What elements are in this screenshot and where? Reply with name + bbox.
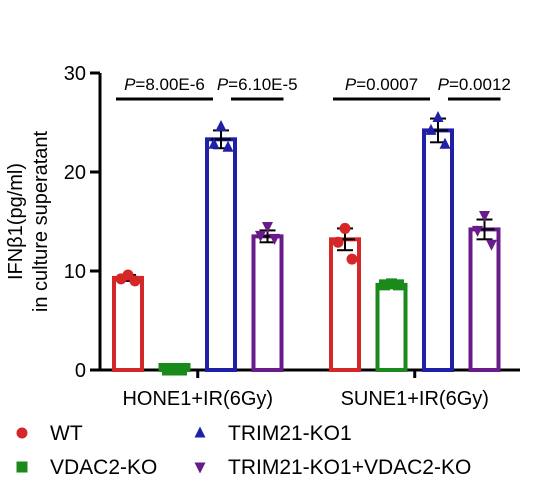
data-point [425,123,437,135]
data-point [262,221,273,233]
y-axis-label: IFNβ1(pg/ml) [5,163,27,280]
data-point [393,279,404,291]
bar [251,234,284,372]
p-value-label: P=8.00E-6 [124,75,205,94]
significance-annotations: P=8.00E-6 P=6.10E-5 P=0.0007 P=0.0012 [116,75,511,101]
legend-item: TRIM21-KO1+VDAC2-KO [194,456,471,479]
data-point [332,236,344,248]
legend-item: TRIM21-KO1 [194,422,352,445]
bar-group-trim21-ko1-vdac2-ko [251,221,284,372]
data-point [129,275,141,287]
bar-group-trim21-ko1 [422,111,454,372]
bar [422,128,454,372]
bar [112,275,144,372]
legend: WT VDAC2-KO TRIM21-KO1 TRIM21-KO1+VDAC2-KO [16,422,471,479]
data-point [215,119,227,131]
x-axis: HONE1+IR(6Gy) SUNE1+IR(6Gy) [98,368,520,410]
data-point [379,279,390,291]
data-point [432,111,444,123]
bar [375,282,408,372]
data-point [386,278,397,290]
data-point [439,137,451,149]
bar-group-trim21-ko1-vdac2-ko [468,211,501,372]
data-point [339,222,351,234]
y-tick-label: 0 [75,360,86,382]
bar-group-vdac2-ko [158,363,191,376]
legend-label: TRIM21-KO1 [228,422,352,445]
bar-group-trim21-ko1 [205,119,237,372]
x-tick-label: SUNE1+IR(6Gy) [341,388,489,410]
bar-group-wt [112,269,144,372]
bars [112,111,501,376]
bar [468,227,501,372]
y-tick-label: 20 [64,162,86,184]
data-point [169,364,180,376]
data-point [269,233,280,245]
y-axis-label-line2: in culture superatant [30,130,52,312]
y-tick-label: 30 [64,63,86,85]
legend-label: VDAC2-KO [50,456,157,479]
legend-marker [194,426,206,438]
y-axis: 0 10 20 30 IFNβ1(pg/ml) in culture superatant [5,63,102,382]
data-point [176,364,187,376]
x-tick-label: HONE1+IR(6Gy) [122,388,273,410]
data-point [255,230,266,242]
bar-group-vdac2-ko [375,278,408,372]
legend-marker [16,461,28,473]
legend-marker [194,462,206,474]
legend-item: WT [16,422,83,445]
legend-label: TRIM21-KO1+VDAC2-KO [228,456,471,479]
p-value-label: P=0.0007 [345,75,418,94]
bar [205,137,237,372]
p-value-label: P=6.10E-5 [217,75,298,94]
data-point [486,239,497,251]
data-point [472,225,483,237]
data-point [346,253,358,265]
data-point [208,137,220,149]
data-point [115,273,127,285]
legend-marker [16,427,28,439]
y-tick-label: 10 [64,261,86,283]
data-point [479,211,490,223]
bar-group-wt [329,222,361,372]
legend-item: VDAC2-KO [16,456,157,479]
data-point [162,364,173,376]
data-point [222,140,234,152]
p-value-label: P=0.0012 [438,75,511,94]
legend-label: WT [50,422,83,445]
